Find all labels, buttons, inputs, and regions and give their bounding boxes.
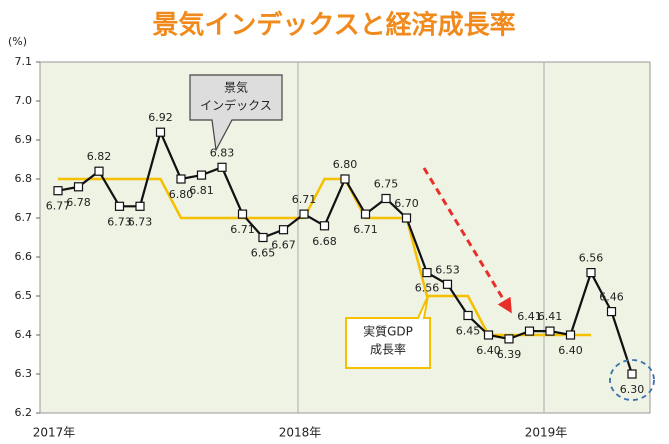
data-label: 6.65 bbox=[251, 247, 276, 260]
data-label: 6.92 bbox=[148, 111, 173, 124]
y-tick-label: 6.2 bbox=[15, 406, 33, 419]
callout-box bbox=[345, 295, 431, 369]
annotation-text: 実質GDP bbox=[363, 324, 413, 339]
y-unit: (%) bbox=[8, 35, 27, 48]
annotation-text: 成長率 bbox=[370, 342, 406, 357]
marker bbox=[196, 170, 207, 180]
data-label: 6.56 bbox=[579, 252, 604, 265]
data-label: 6.53 bbox=[435, 263, 460, 276]
marker bbox=[94, 166, 104, 176]
data-label: 6.71 bbox=[353, 223, 378, 236]
marker bbox=[565, 330, 576, 340]
data-label: 6.71 bbox=[230, 223, 255, 236]
data-label: 6.80 bbox=[169, 188, 194, 201]
data-label: 6.73 bbox=[107, 215, 132, 228]
marker bbox=[381, 193, 391, 204]
data-label: 6.30 bbox=[620, 383, 645, 396]
marker bbox=[442, 279, 453, 289]
grid bbox=[36, 61, 545, 414]
marker bbox=[114, 201, 125, 211]
trend-arrow bbox=[422, 167, 512, 314]
data-label: 6.56 bbox=[415, 282, 440, 295]
marker bbox=[319, 221, 330, 231]
data-label: 6.81 bbox=[189, 184, 214, 197]
marks: 6.776.786.826.736.736.926.806.816.836.71… bbox=[46, 111, 645, 396]
data-label: 6.75 bbox=[374, 178, 399, 191]
x-tick-label: 2019年 bbox=[525, 426, 568, 440]
data-label: 6.78 bbox=[66, 196, 91, 209]
y-tick-label: 6.4 bbox=[15, 328, 33, 341]
marker bbox=[258, 232, 268, 243]
marker bbox=[73, 182, 84, 192]
y-tick-label: 7.1 bbox=[15, 55, 33, 68]
data-label: 6.41 bbox=[538, 310, 563, 323]
y-tick-label: 7.0 bbox=[15, 94, 33, 107]
marker bbox=[217, 162, 227, 172]
data-label: 6.77 bbox=[46, 200, 71, 213]
data-label: 6.68 bbox=[312, 235, 337, 248]
y-tick-label: 6.8 bbox=[15, 172, 33, 185]
data-label: 6.46 bbox=[599, 291, 624, 304]
data-label: 6.40 bbox=[476, 344, 501, 357]
data-label: 6.41 bbox=[517, 310, 542, 323]
marker bbox=[155, 127, 166, 137]
marker bbox=[340, 174, 350, 184]
x-tick-label: 2017年 bbox=[33, 426, 76, 440]
highlight-circle bbox=[609, 359, 655, 401]
data-label: 6.45 bbox=[456, 325, 481, 338]
marker bbox=[360, 209, 371, 219]
y-tick-label: 6.6 bbox=[15, 250, 33, 263]
x-tick-label: 2018年 bbox=[279, 426, 322, 440]
marker bbox=[278, 225, 289, 235]
data-label: 6.70 bbox=[394, 197, 419, 210]
data-label: 6.67 bbox=[271, 239, 296, 252]
marker bbox=[299, 209, 309, 219]
y-tick-label: 6.7 bbox=[15, 211, 33, 224]
annotation-text: 景気 bbox=[224, 80, 248, 95]
marker bbox=[627, 369, 637, 379]
data-label: 6.82 bbox=[87, 150, 112, 163]
callout-box bbox=[189, 74, 283, 152]
y-tick-label: 6.5 bbox=[15, 289, 33, 302]
chart-title: 景気インデックスと経済成長率 bbox=[152, 10, 515, 41]
marker bbox=[545, 326, 555, 336]
marker bbox=[176, 174, 186, 184]
marker bbox=[422, 268, 432, 278]
marker bbox=[504, 334, 514, 344]
y-tick-label: 6.9 bbox=[15, 133, 33, 146]
data-label: 6.80 bbox=[333, 158, 358, 171]
marker bbox=[606, 307, 617, 317]
data-label: 6.73 bbox=[128, 215, 153, 228]
data-label: 6.40 bbox=[558, 344, 583, 357]
data-label: 6.83 bbox=[210, 146, 235, 159]
marker bbox=[524, 326, 535, 336]
marker bbox=[135, 201, 145, 211]
marker bbox=[237, 209, 248, 219]
data-label: 6.71 bbox=[292, 193, 317, 206]
y-tick-label: 6.3 bbox=[15, 367, 33, 380]
marker bbox=[586, 268, 596, 278]
data-label: 6.39 bbox=[497, 348, 522, 361]
annotation-text: インデックス bbox=[200, 98, 272, 113]
marker bbox=[483, 330, 494, 340]
marker bbox=[401, 213, 412, 223]
marker bbox=[463, 310, 473, 321]
marker bbox=[53, 186, 63, 196]
